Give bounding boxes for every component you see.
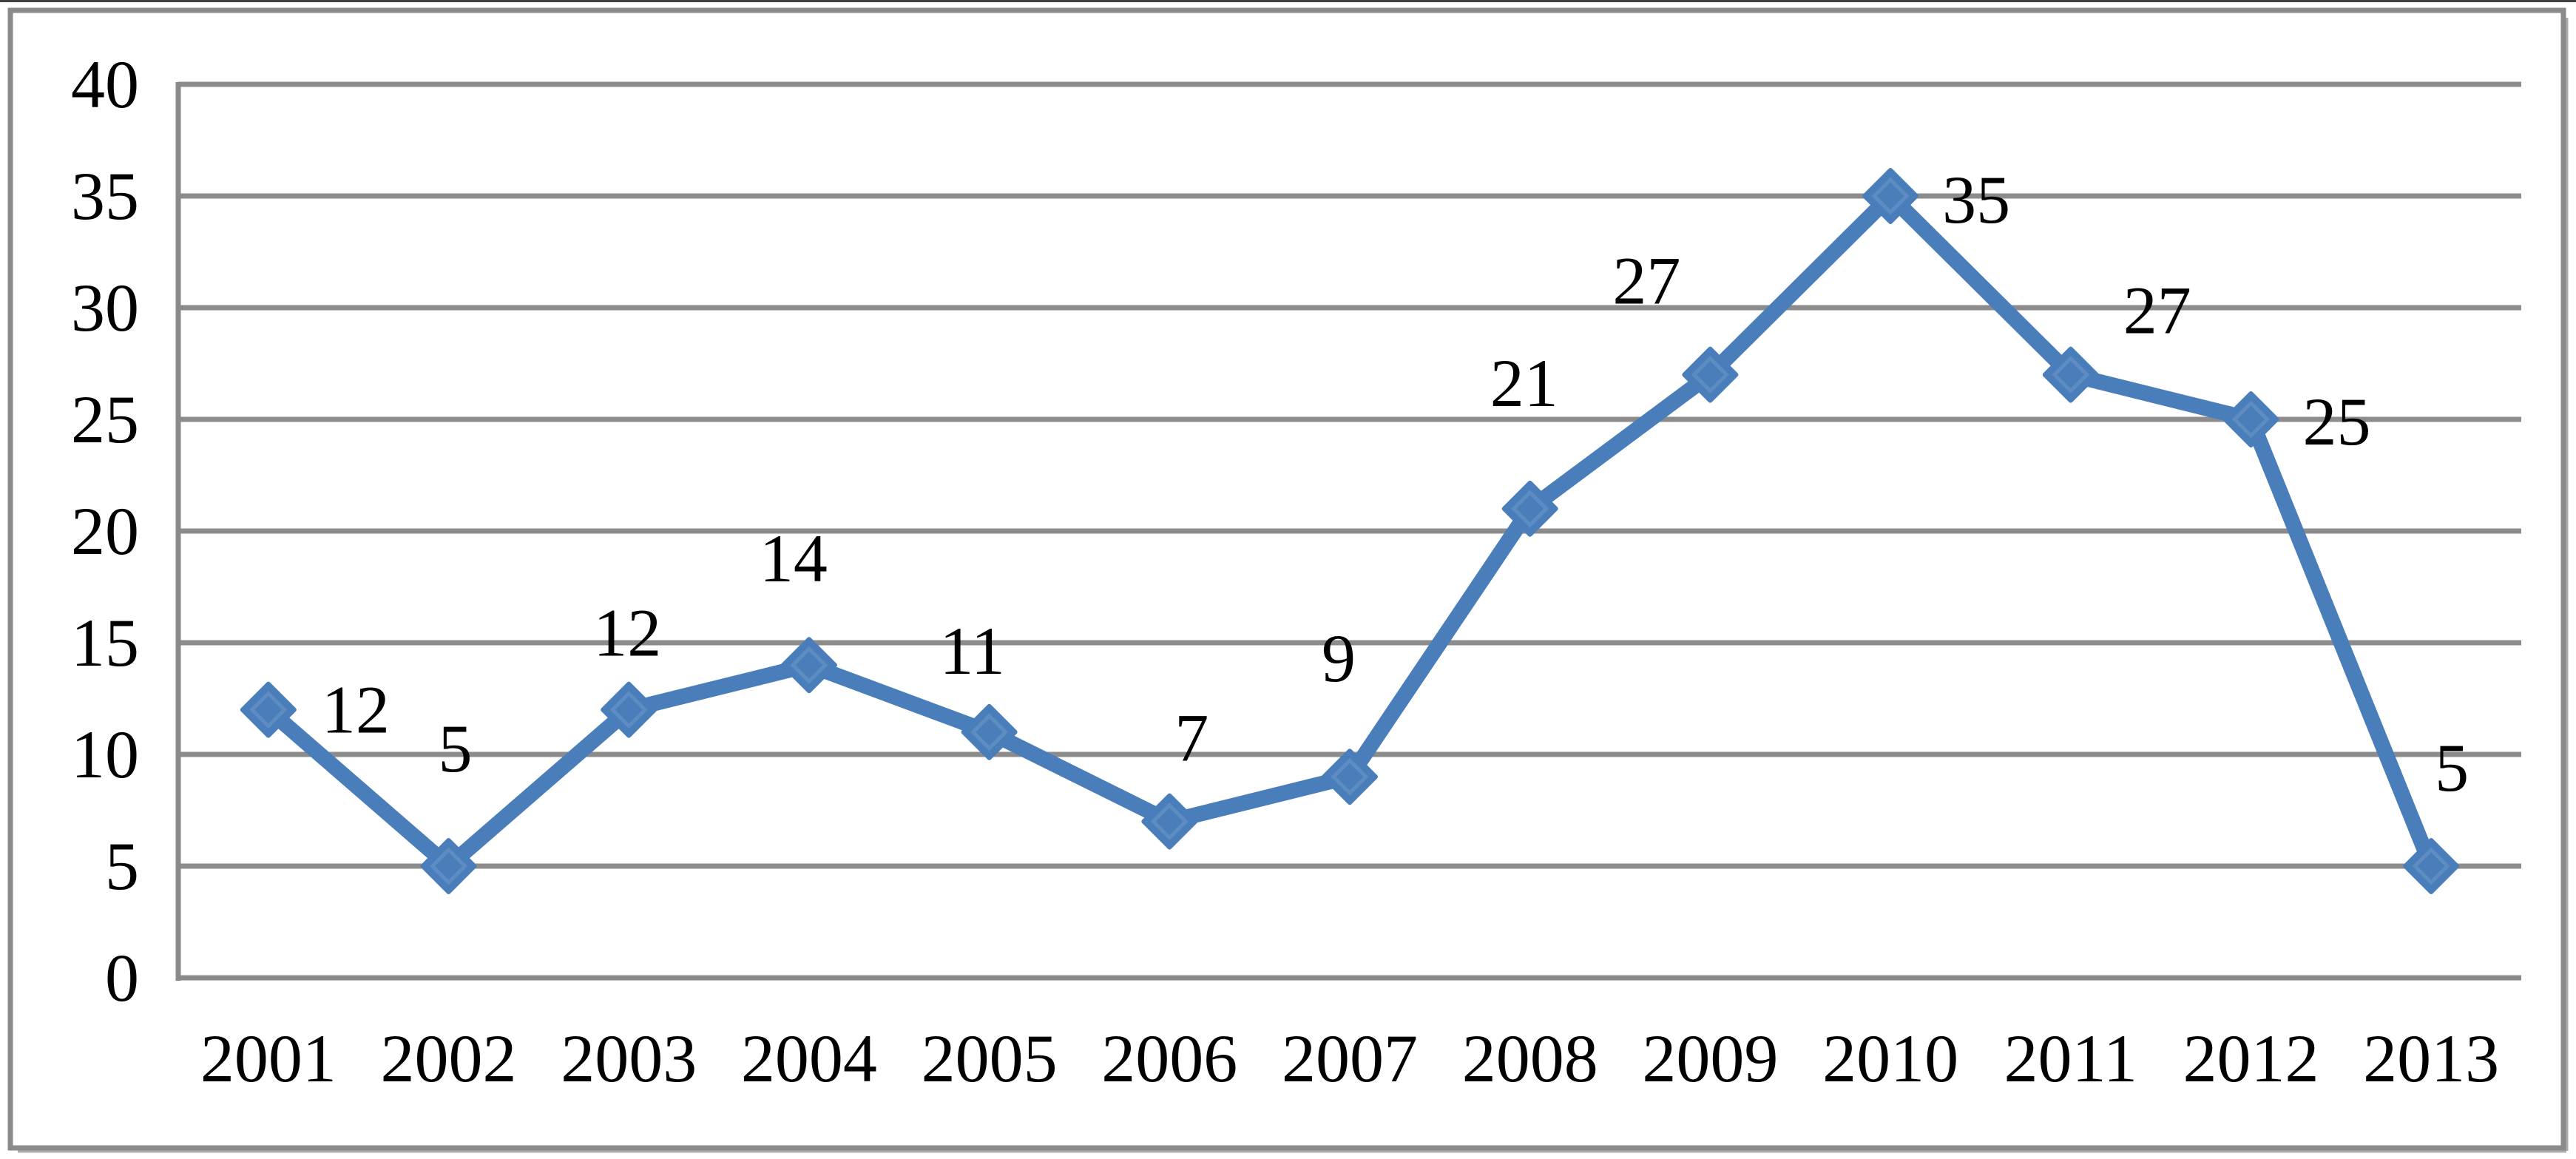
data-point-marker-bevel [1511, 490, 1549, 528]
data-point-marker-bevel [1871, 177, 1910, 215]
data-point-marker [420, 838, 477, 894]
data-point-marker [2042, 346, 2099, 403]
x-tick-label: 2003 [561, 1021, 697, 1096]
top-rule [0, 0, 2576, 2]
y-tick-label: 40 [71, 47, 139, 122]
x-tick-label: 2009 [1642, 1021, 1778, 1096]
x-tick-label: 2004 [741, 1021, 877, 1096]
data-point-marker-bevel [2412, 847, 2450, 885]
data-label: 7 [1174, 700, 1208, 776]
x-tick-label: 2001 [200, 1021, 337, 1096]
data-point-marker-bevel [249, 691, 288, 729]
x-tick-label: 2006 [1101, 1021, 1237, 1096]
data-point-marker [2403, 838, 2460, 894]
y-tick-label: 30 [71, 270, 139, 345]
data-label: 25 [2302, 384, 2370, 459]
data-point-marker [601, 681, 657, 738]
y-tick-label: 5 [105, 828, 139, 904]
data-point-marker [780, 637, 837, 694]
x-tick-label: 2008 [1462, 1021, 1598, 1096]
data-point-marker-bevel [1691, 356, 1729, 394]
data-point-marker [1501, 480, 1558, 537]
data-point-marker [1682, 346, 1739, 403]
data-point-marker [2222, 391, 2279, 447]
data-label: 21 [1490, 345, 1558, 421]
data-label: 35 [1942, 162, 2010, 237]
data-label: 14 [760, 521, 828, 596]
data-point-marker-bevel [970, 713, 1009, 751]
data-label: 5 [2435, 730, 2469, 805]
data-point-marker [1862, 168, 1919, 224]
x-tick-label: 2002 [381, 1021, 517, 1096]
data-label: 27 [2123, 273, 2191, 348]
x-tick-label: 2011 [2004, 1021, 2137, 1096]
data-point-marker-bevel [1150, 802, 1189, 841]
y-tick-label: 35 [71, 158, 139, 234]
x-tick-label: 2010 [1822, 1021, 1958, 1096]
y-tick-label: 20 [71, 493, 139, 569]
data-label: 9 [1322, 621, 1356, 696]
data-point-marker-bevel [2052, 356, 2090, 394]
data-point-marker [961, 703, 1018, 760]
data-point-marker [1141, 793, 1198, 850]
data-point-marker-bevel [2231, 400, 2270, 439]
y-tick-label: 0 [105, 940, 139, 1016]
data-label: 27 [1612, 243, 1680, 319]
chart-border [7, 7, 2566, 1151]
x-tick-label: 2013 [2363, 1021, 2499, 1096]
data-point-marker [1322, 749, 1378, 805]
data-point-marker-bevel [1331, 757, 1369, 796]
data-point-marker [240, 681, 297, 738]
data-label: 5 [439, 711, 473, 786]
data-label: 12 [322, 672, 390, 748]
data-point-marker-bevel [790, 646, 828, 684]
data-label: 11 [939, 613, 1005, 689]
y-tick-label: 15 [71, 605, 139, 680]
x-tick-label: 2007 [1282, 1021, 1418, 1096]
x-tick-label: 2012 [2183, 1021, 2319, 1096]
data-point-marker-bevel [430, 847, 468, 885]
y-tick-label: 10 [71, 717, 139, 792]
x-tick-label: 2005 [922, 1021, 1058, 1096]
y-tick-label: 25 [71, 382, 139, 457]
data-point-marker-bevel [609, 691, 648, 729]
data-label: 12 [593, 595, 661, 671]
